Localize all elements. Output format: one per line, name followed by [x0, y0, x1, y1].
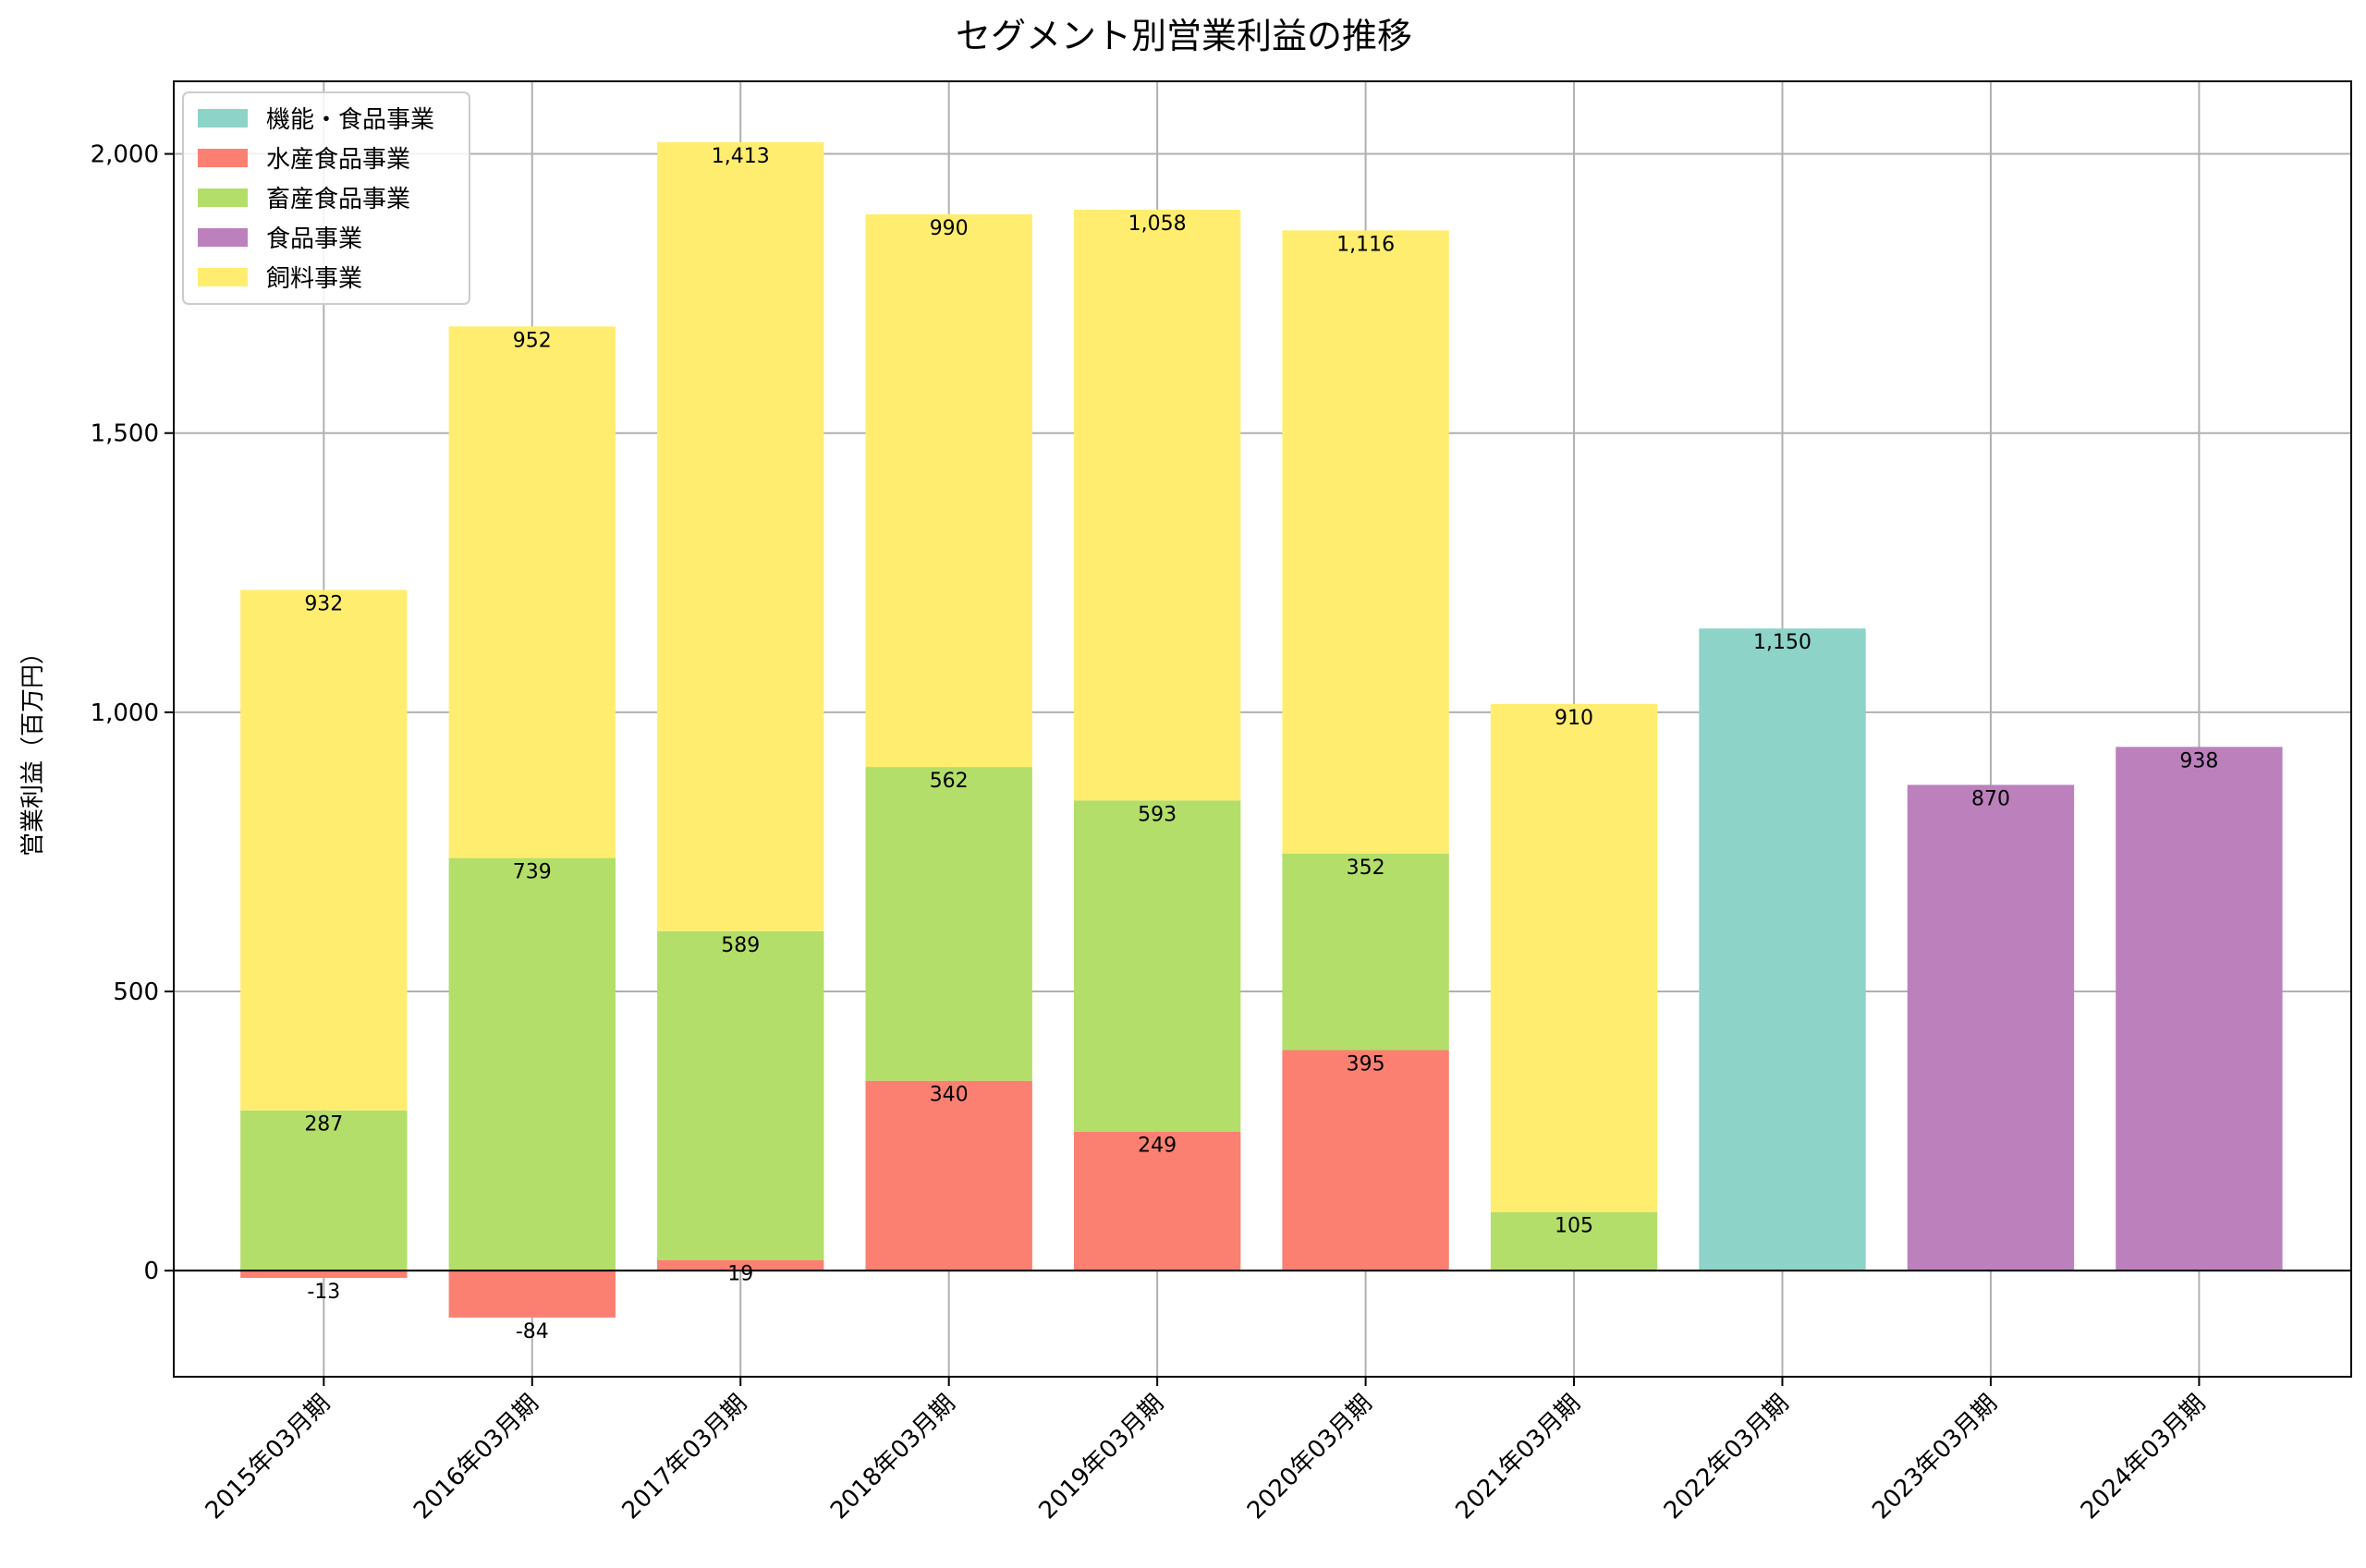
- y-tick-label: 500: [113, 978, 159, 1006]
- bar: [1907, 784, 2075, 1271]
- legend-entry: 機能・食品事業: [266, 106, 434, 134]
- bar: [1699, 628, 1866, 1271]
- legend-swatch: [198, 268, 248, 286]
- bar: [2116, 747, 2283, 1271]
- data-labels: 1,150 -13 -84 19 340 249 395 287 739 589 562 593 352…: [304, 145, 2218, 1343]
- x-tick-label: 2017年03月期: [617, 1390, 753, 1525]
- data-label: 739: [513, 861, 552, 884]
- bar: [1073, 800, 1241, 1132]
- x-tick-label: 2024年03月期: [2076, 1390, 2212, 1525]
- bar: [240, 590, 408, 1111]
- data-label: 910: [1555, 707, 1593, 730]
- bar: [240, 1270, 408, 1279]
- y-tick-label: 2,000: [91, 141, 159, 169]
- y-axis-label: 営業利益（百万円）: [19, 640, 47, 857]
- data-label: 589: [721, 934, 760, 957]
- data-label: 1,058: [1128, 213, 1187, 236]
- data-label: 249: [1138, 1135, 1177, 1158]
- data-label: 395: [1347, 1052, 1385, 1076]
- data-label: -84: [516, 1320, 549, 1343]
- legend-entry: 飼料事業: [266, 265, 362, 293]
- legend-swatch: [198, 228, 248, 247]
- data-label: 340: [930, 1084, 969, 1107]
- bar-series: [240, 141, 2283, 1318]
- chart-title: セグメント別営業利益の推移: [956, 16, 1412, 56]
- x-tick-label: 2020年03月期: [1242, 1390, 1378, 1525]
- data-label: 1,413: [712, 145, 770, 168]
- y-tick-label: 1,500: [91, 420, 159, 448]
- bar: [1282, 230, 1449, 854]
- x-tick-label: 2021年03月期: [1450, 1390, 1586, 1525]
- bar: [1490, 703, 1658, 1212]
- bar: [240, 1110, 408, 1271]
- data-label: 870: [1971, 787, 2010, 810]
- data-label: 19: [727, 1263, 753, 1286]
- data-label: 562: [930, 770, 969, 793]
- data-label: 1,116: [1336, 233, 1395, 256]
- data-label: 105: [1555, 1215, 1593, 1238]
- bar: [657, 1259, 824, 1271]
- plot-frame: [173, 80, 2352, 1378]
- x-tick-label: 2015年03月期: [201, 1390, 336, 1525]
- bar: [1282, 853, 1449, 1051]
- data-label: 990: [930, 217, 969, 240]
- x-tick-label: 2016年03月期: [409, 1390, 544, 1525]
- bar: [1282, 1050, 1449, 1271]
- data-label: 932: [304, 593, 343, 616]
- x-tick-label: 2019年03月期: [1034, 1390, 1170, 1525]
- bar: [657, 930, 824, 1260]
- y-tick-label: 1,000: [91, 699, 159, 727]
- bar: [657, 141, 824, 931]
- legend-swatch: [198, 149, 248, 167]
- legend-entry: 水産食品事業: [266, 146, 410, 174]
- bar: [865, 213, 1032, 768]
- bar: [448, 1270, 616, 1318]
- x-ticks: 2015年03月期 2016年03月期 2017年03月期 2018年03月期 2019…: [201, 1377, 2212, 1525]
- y-tick-label: 0: [143, 1258, 159, 1285]
- data-label: 287: [304, 1113, 343, 1136]
- x-tick-label: 2022年03月期: [1659, 1390, 1795, 1525]
- bar: [448, 857, 616, 1271]
- data-label: 593: [1138, 803, 1177, 826]
- data-label: -13: [307, 1281, 340, 1304]
- bar: [1490, 1211, 1658, 1271]
- bar: [448, 326, 616, 858]
- y-ticks: 0 500 1,000 1,500 2,000: [91, 141, 174, 1285]
- x-tick-label: 2018年03月期: [825, 1390, 961, 1525]
- data-label: 352: [1347, 857, 1385, 880]
- data-label: 938: [2179, 749, 2218, 772]
- data-label: 952: [513, 329, 552, 352]
- legend-swatch: [198, 188, 248, 207]
- data-label: 1,150: [1753, 631, 1811, 654]
- legend-entry: 畜産食品事業: [266, 186, 410, 213]
- legend-swatch: [198, 109, 248, 128]
- bar: [1073, 1131, 1241, 1271]
- bar: [865, 767, 1032, 1081]
- bar: [865, 1080, 1032, 1271]
- bar: [1073, 209, 1241, 801]
- x-tick-label: 2023年03月期: [1867, 1390, 2003, 1525]
- legend-entry: 食品事業: [266, 225, 362, 253]
- legend-box: [182, 91, 470, 305]
